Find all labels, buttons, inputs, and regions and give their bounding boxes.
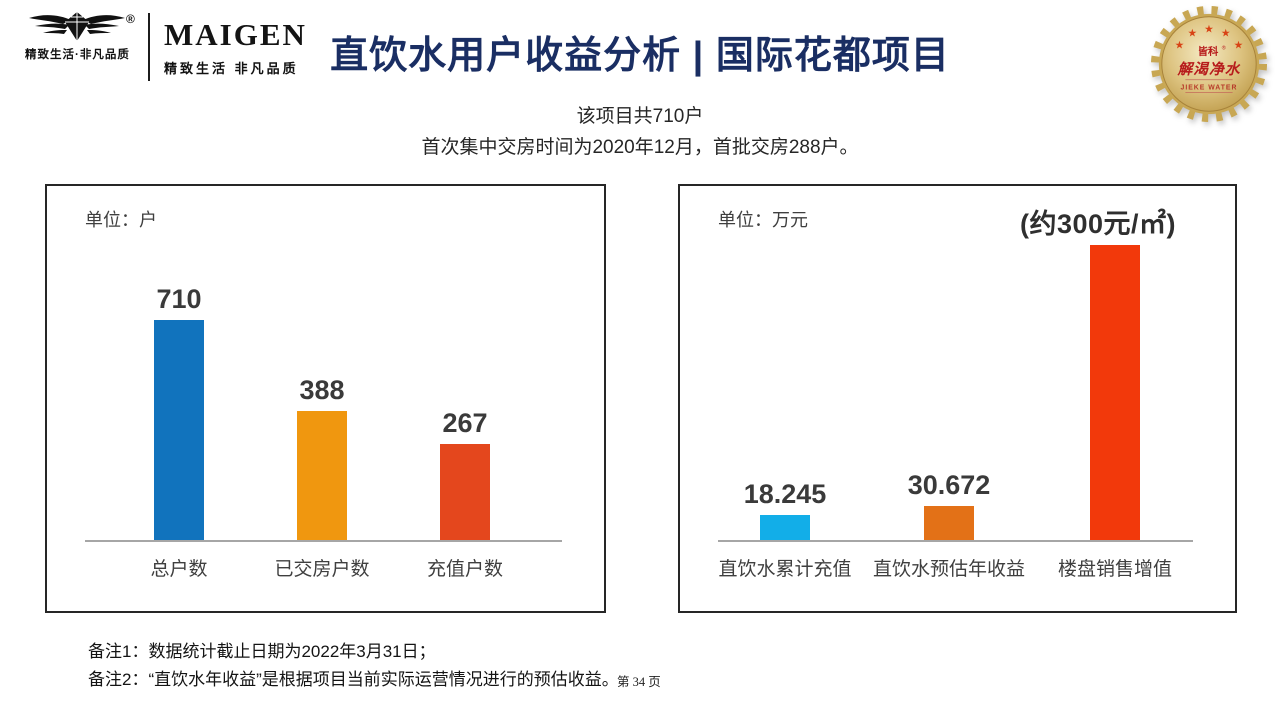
brand-right-tagline: 精致生活 非凡品质 xyxy=(164,61,299,77)
bar-value-label: 30.672 xyxy=(907,470,991,500)
svg-text:★: ★ xyxy=(1175,38,1185,51)
cap-stars: ★ ★ ★ ★ ★ xyxy=(1175,23,1244,52)
maigen-emblem-block: ® 精致生活·非凡品质 xyxy=(25,10,145,62)
bar-3 xyxy=(1090,245,1140,540)
cap-subtext: JIEKE WATER xyxy=(1181,85,1238,92)
bar-category-label: 总户数 xyxy=(150,559,208,580)
bar-category-label: 已交房户数 xyxy=(274,559,370,580)
svg-text:★: ★ xyxy=(1187,26,1197,39)
brand-left-tagline: 精致生活·非凡品质 xyxy=(25,49,130,61)
footnote-1: 备注1：数据统计截止日期为2022年3月31日； xyxy=(88,642,436,661)
bar-category-label: 直饮水累计充值 xyxy=(718,559,852,580)
x-axis-line xyxy=(718,540,1193,542)
svg-text:★: ★ xyxy=(1234,38,1244,51)
cap-slogan-text: 解渴净水 xyxy=(1177,61,1241,78)
bar-value-label: 710 xyxy=(156,284,202,314)
maigen-wordmark-block: MAIGEN 精致生活 非凡品质 xyxy=(164,17,307,77)
winged-diamond-logo-icon xyxy=(29,12,125,41)
bar-category-label: 充值户数 xyxy=(426,559,503,580)
svg-text:★: ★ xyxy=(1204,23,1214,36)
bar-value-label: 18.245 xyxy=(743,479,827,509)
bar-2 xyxy=(297,411,347,540)
bar-category-label: 直饮水预估年收益 xyxy=(872,559,1025,580)
registered-mark: ® xyxy=(126,12,135,26)
bar-1 xyxy=(760,515,810,540)
cap-brand-text: 皆科 xyxy=(1198,45,1219,58)
bar-3 xyxy=(440,444,490,540)
chart-households: 单位：户 710 总户数 388 已交房户数 267 充值户数 xyxy=(45,184,606,613)
x-axis-line xyxy=(85,540,562,542)
brand-name: MAIGEN xyxy=(164,17,307,52)
subtitle-line1: 该项目共710户 xyxy=(576,106,704,127)
bar-value-label: 388 xyxy=(299,375,345,405)
unit-label: 单位：万元 xyxy=(718,210,808,230)
unit-label: 单位：户 xyxy=(85,210,157,230)
chart-revenue: 单位：万元 (约300元/㎡) 18.245 直饮水累计充值 30.672 直饮水预估… xyxy=(678,184,1237,613)
jieke-bottlecap-logo-icon: ★ ★ ★ ★ ★ 皆科 ® 解渴净水 JIEKE WATER xyxy=(1150,5,1268,123)
bar-category-label: 楼盘销售增值 xyxy=(1057,559,1172,580)
subtitle-line2: 首次集中交房时间为2020年12月，首批交房288户。 xyxy=(421,137,859,158)
cap-registered-mark: ® xyxy=(1222,44,1226,51)
page-title: 直饮水用户收益分析 | 国际花都项目 xyxy=(330,35,950,77)
svg-text:★: ★ xyxy=(1221,26,1231,39)
bar-2 xyxy=(924,506,974,540)
bar-1 xyxy=(154,320,204,540)
header-divider xyxy=(148,13,150,81)
price-annotation: (约300元/㎡) xyxy=(1020,209,1177,239)
page-number: 第 34 页 xyxy=(617,675,661,689)
bar-value-label: 267 xyxy=(442,408,488,438)
footnote-2: 备注2：“直饮水年收益”是根据项目当前实际运营情况进行的预估收益。 xyxy=(88,670,619,689)
